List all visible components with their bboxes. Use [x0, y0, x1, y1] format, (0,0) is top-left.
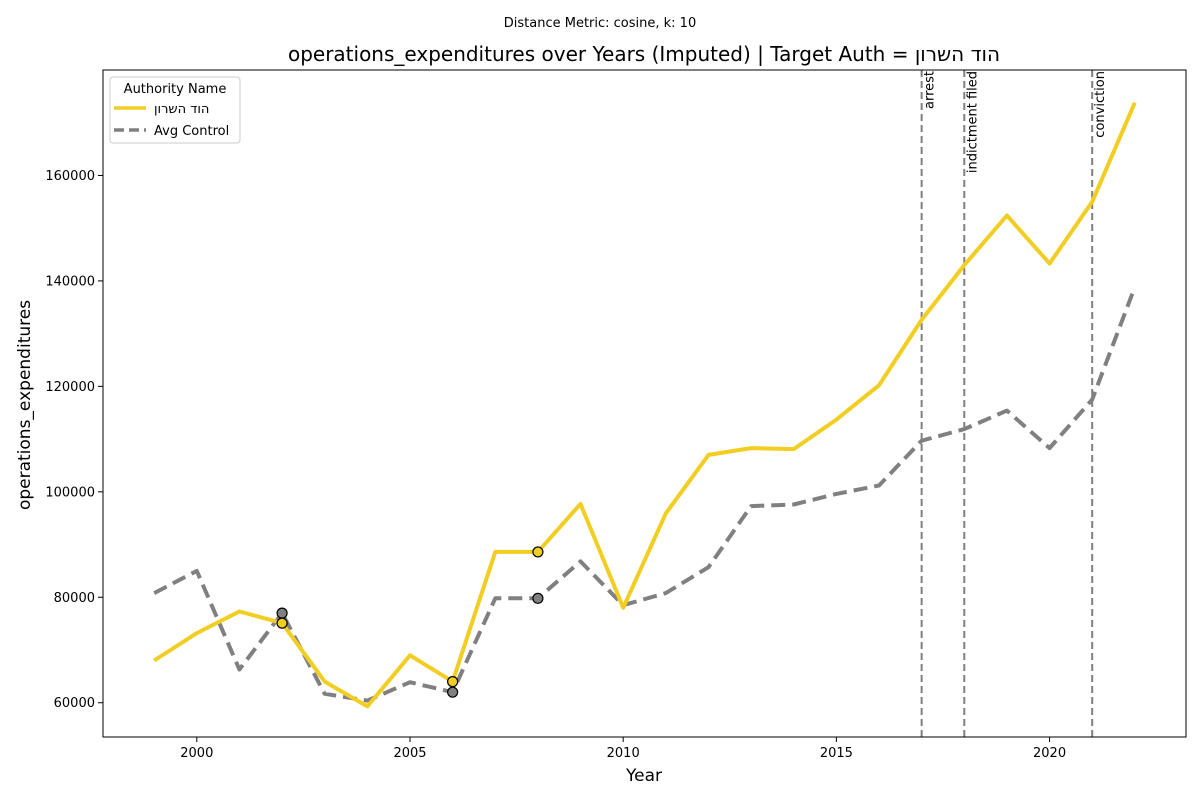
target-imputed-marker — [447, 676, 459, 688]
target-imputed-marker — [532, 546, 544, 558]
control-series-line — [153, 286, 1137, 703]
legend-box — [109, 76, 241, 144]
y-axis-label: operations_expenditures — [15, 300, 35, 510]
axes-frame — [102, 69, 1187, 738]
target-imputed-marker — [276, 617, 288, 629]
event-label: conviction — [1093, 71, 1108, 138]
x-axis-label: Year — [625, 766, 662, 786]
control-imputed-marker — [276, 607, 288, 619]
x-tick-label: 2000 — [180, 746, 213, 761]
y-tick-label: 100000 — [45, 485, 95, 500]
y-tick-label: 80000 — [54, 591, 95, 606]
legend: Authority Name הוד השרון Avg Control — [109, 76, 241, 144]
event-label: arrest — [923, 71, 938, 109]
legend-entry-target: הוד השרון — [154, 102, 209, 117]
x-tick-label: 2015 — [820, 746, 853, 761]
y-tick-label: 140000 — [45, 274, 95, 289]
event-label: indictment filed — [965, 71, 980, 173]
y-tick-label: 60000 — [54, 696, 95, 711]
control-imputed-marker — [447, 686, 459, 698]
y-tick-label: 160000 — [45, 169, 95, 184]
plot-area: 2000 2005 2010 2015 2020 60000 80000 100000 1200… — [45, 69, 1187, 761]
x-tick-label: 2010 — [607, 746, 640, 761]
x-tick-label: 2020 — [1033, 746, 1066, 761]
chart-suptitle: Distance Metric: cosine, k: 10 — [504, 16, 696, 31]
x-tick-label: 2005 — [393, 746, 426, 761]
chart-title: operations_expenditures over Years (Impu… — [288, 42, 1000, 66]
legend-title: Authority Name — [124, 82, 227, 97]
control-imputed-marker — [532, 592, 544, 604]
y-tick-label: 120000 — [45, 380, 95, 395]
target-series-line — [153, 101, 1137, 709]
legend-entry-control: Avg Control — [154, 124, 229, 139]
